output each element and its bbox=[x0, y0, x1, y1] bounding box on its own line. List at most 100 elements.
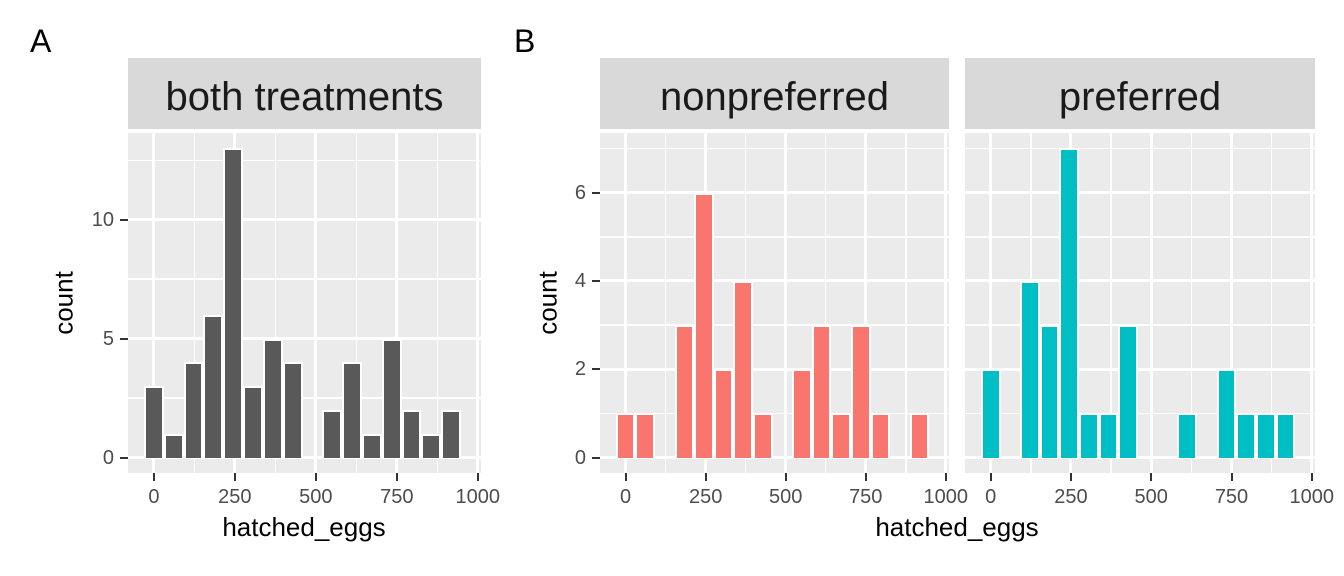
x-tick-label: 0 bbox=[620, 486, 632, 508]
y-tick-label: 0 bbox=[102, 446, 114, 469]
gridline-minor-vertical bbox=[905, 133, 907, 473]
y-axis-title-panel-a: count bbox=[48, 271, 79, 335]
histogram-bar bbox=[223, 148, 244, 458]
x-axis-title-panel-b: hatched_eggs bbox=[875, 512, 1039, 542]
gridline-minor-horizontal bbox=[128, 159, 481, 162]
histogram-bar bbox=[635, 413, 655, 458]
x-tick-label: 1000 bbox=[923, 486, 969, 508]
histogram-bar bbox=[441, 409, 462, 458]
histogram-bar bbox=[615, 413, 636, 458]
gridline-minor-vertical bbox=[355, 133, 358, 473]
x-tick-label: 250 bbox=[688, 486, 723, 508]
histogram-bar bbox=[980, 369, 1001, 458]
histogram-bar bbox=[811, 325, 832, 458]
gridline-major-vertical bbox=[314, 133, 318, 473]
gridline-minor-horizontal bbox=[965, 147, 1315, 150]
x-tick-label: 750 bbox=[849, 486, 883, 508]
gridline-minor-horizontal bbox=[965, 324, 1315, 326]
x-tick-label: 0 bbox=[148, 486, 160, 508]
gridline-major-horizontal bbox=[128, 337, 481, 341]
y-tick-label: 0 bbox=[574, 446, 586, 469]
gridline-major-horizontal bbox=[965, 456, 1315, 460]
x-tick-mark bbox=[1310, 473, 1313, 481]
gridline-minor-horizontal bbox=[600, 412, 949, 415]
x-tick-mark bbox=[1150, 473, 1153, 481]
x-tick-mark bbox=[314, 473, 317, 481]
gridline-major-vertical bbox=[1149, 133, 1153, 473]
histogram-bar bbox=[1177, 413, 1198, 458]
gridline-major-horizontal bbox=[965, 191, 1315, 195]
histogram-bar bbox=[1118, 325, 1139, 458]
gridline-minor-horizontal bbox=[128, 278, 481, 280]
histogram-bar bbox=[1079, 413, 1099, 458]
y-tick-mark bbox=[592, 279, 600, 282]
histogram-bar bbox=[1216, 369, 1237, 458]
y-tick-label: 4 bbox=[574, 269, 586, 292]
gridline-major-horizontal bbox=[128, 456, 481, 460]
histogram-bar bbox=[183, 362, 204, 458]
histogram-panel-nonpreferred bbox=[600, 133, 949, 473]
gridline-minor-vertical bbox=[1270, 133, 1273, 473]
histogram-bar bbox=[850, 325, 871, 458]
gridline-minor-horizontal bbox=[128, 397, 481, 399]
x-tick-label: 250 bbox=[1054, 486, 1088, 508]
gridline-minor-horizontal bbox=[600, 147, 949, 150]
gridline-major-vertical bbox=[944, 133, 948, 473]
y-tick-label: 2 bbox=[574, 358, 586, 381]
gridline-minor-horizontal bbox=[965, 236, 1315, 238]
histogram-bar bbox=[143, 386, 164, 458]
gridline-minor-vertical bbox=[824, 133, 827, 473]
gridline-minor-vertical bbox=[1110, 133, 1112, 473]
histogram-bar bbox=[1020, 280, 1040, 458]
gridline-major-vertical bbox=[476, 133, 480, 473]
gridline-major-vertical bbox=[1310, 133, 1314, 473]
histogram-bar bbox=[733, 280, 753, 458]
y-tick-mark bbox=[120, 456, 128, 459]
histogram-bar bbox=[909, 413, 930, 458]
section-label-a: A bbox=[30, 23, 52, 59]
gridline-major-vertical bbox=[864, 133, 868, 473]
x-tick-label: 1000 bbox=[1289, 486, 1335, 508]
y-tick-mark bbox=[120, 337, 128, 340]
y-tick-label: 6 bbox=[574, 181, 586, 204]
gridline-minor-horizontal bbox=[965, 412, 1315, 415]
x-tick-label: 500 bbox=[299, 486, 333, 508]
x-tick-mark bbox=[864, 473, 867, 481]
x-tick-mark bbox=[944, 473, 947, 481]
gridline-major-horizontal bbox=[600, 367, 949, 371]
gridline-minor-vertical bbox=[193, 133, 196, 473]
facet-strip-nonpreferred: nonpreferred bbox=[600, 58, 949, 129]
y-tick-mark bbox=[592, 191, 600, 194]
gridline-major-horizontal bbox=[600, 191, 949, 195]
x-tick-mark bbox=[476, 473, 479, 481]
x-tick-label: 1000 bbox=[455, 486, 501, 508]
x-tick-label: 0 bbox=[985, 486, 997, 508]
gridline-minor-horizontal bbox=[600, 324, 949, 326]
histogram-bar bbox=[322, 409, 343, 458]
histogram-bar bbox=[831, 413, 851, 458]
gridline-major-vertical bbox=[624, 133, 628, 473]
histogram-bar bbox=[792, 369, 812, 458]
histogram-bar bbox=[362, 433, 382, 458]
histogram-bar bbox=[243, 386, 263, 458]
histogram-bar bbox=[401, 409, 422, 458]
gridline-major-vertical bbox=[989, 133, 993, 473]
x-tick-mark bbox=[989, 473, 992, 481]
facet-strip-label: both treatments bbox=[165, 74, 444, 119]
gridline-major-horizontal bbox=[600, 279, 949, 283]
gridline-minor-vertical bbox=[436, 133, 439, 473]
x-tick-label: 500 bbox=[1134, 486, 1168, 508]
gridline-minor-vertical bbox=[274, 133, 277, 473]
gridline-major-vertical bbox=[784, 133, 788, 473]
histogram-bar bbox=[694, 192, 714, 458]
facet-strip-label: nonpreferred bbox=[659, 74, 890, 119]
x-tick-mark bbox=[1069, 473, 1072, 481]
facet-strip-label: preferred bbox=[1058, 74, 1222, 119]
gridline-minor-horizontal bbox=[600, 236, 949, 238]
histogram-bar bbox=[713, 369, 734, 458]
x-tick-mark bbox=[704, 473, 707, 481]
x-tick-mark bbox=[395, 473, 398, 481]
x-axis-title-panel-a: hatched_eggs bbox=[222, 512, 386, 542]
x-tick-mark bbox=[233, 473, 236, 481]
